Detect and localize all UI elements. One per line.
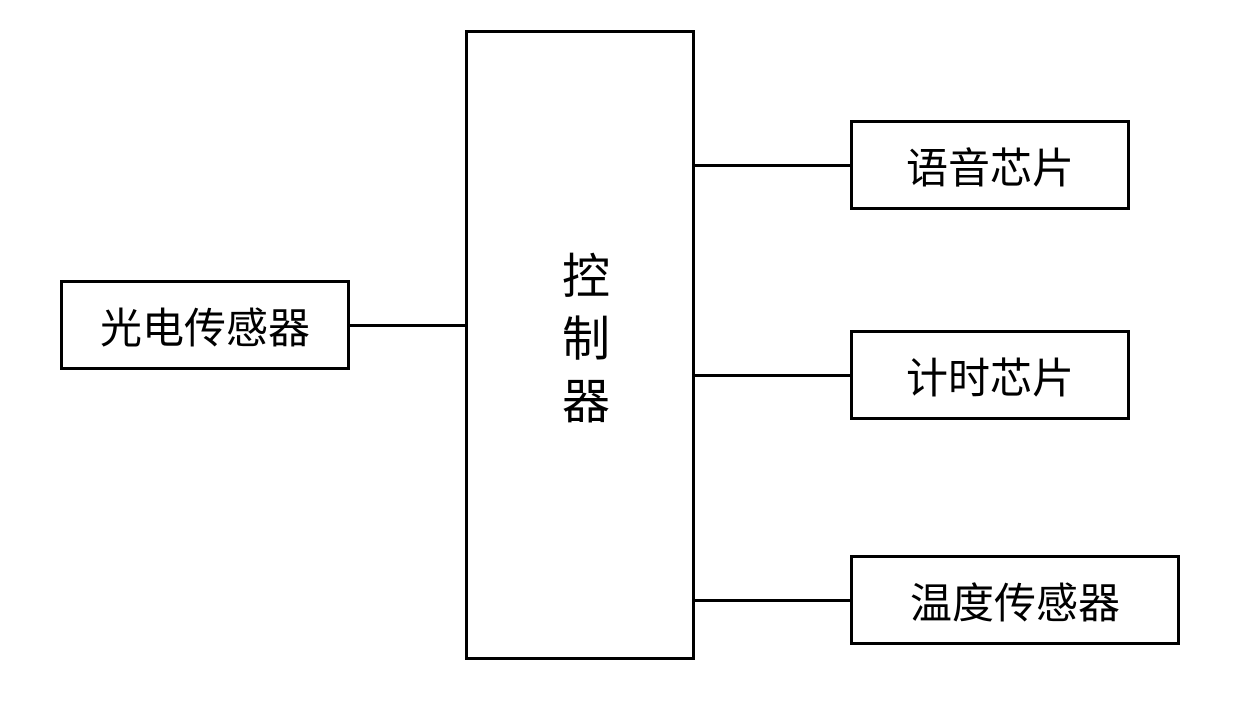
label-temperature-sensor: 温度传感器 [910,570,1120,631]
label-voice-chip: 语音芯片 [906,135,1074,196]
connector-center-to-voice [695,164,850,167]
block-voice-chip: 语音芯片 [850,120,1130,210]
connector-center-to-temperature [695,599,850,602]
connector-center-to-timer [695,374,850,377]
label-controller: 控制器 [545,251,615,438]
block-temperature-sensor: 温度传感器 [850,555,1180,645]
label-photoelectric-sensor: 光电传感器 [100,295,310,356]
block-photoelectric-sensor: 光电传感器 [60,280,350,370]
label-timer-chip: 计时芯片 [906,345,1074,406]
block-controller: 控制器 [465,30,695,660]
block-timer-chip: 计时芯片 [850,330,1130,420]
connector-left-to-center [350,324,465,327]
